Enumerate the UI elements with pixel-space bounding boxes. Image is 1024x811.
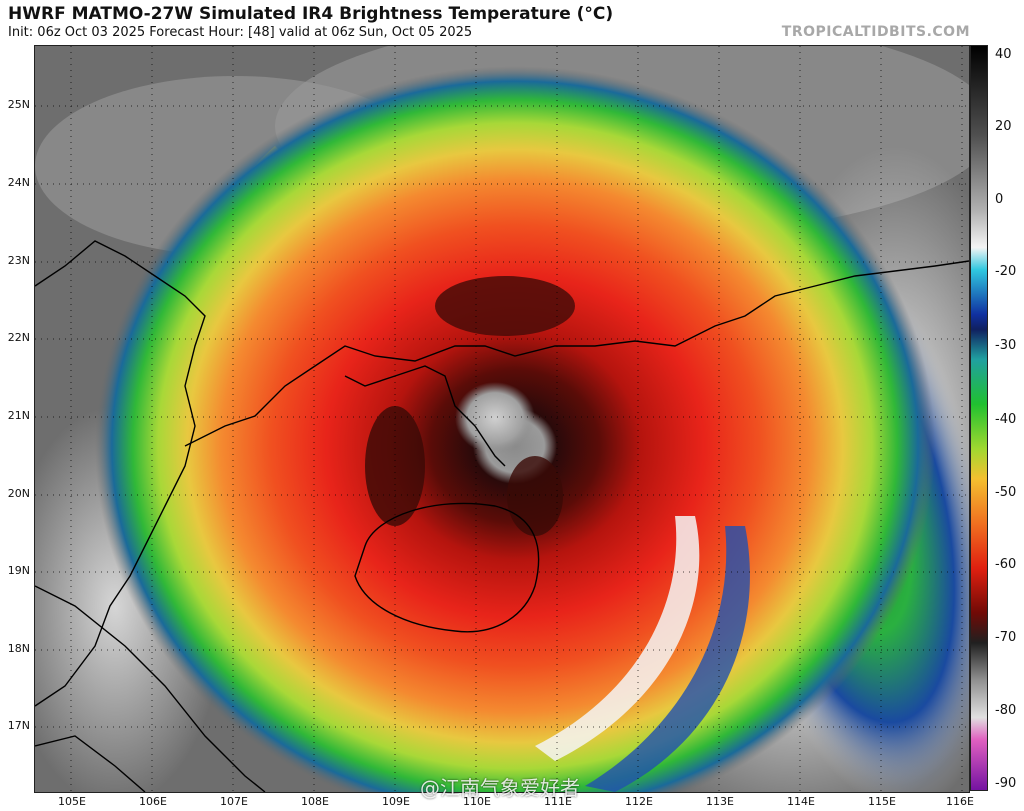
- colorbar-label: 0: [995, 192, 1004, 207]
- latitude-label: 21N: [7, 409, 30, 422]
- colorbar-label: 40: [995, 47, 1012, 62]
- weibo-watermark: @江南气象爱好者: [420, 776, 580, 800]
- cold-top-north: [435, 276, 575, 336]
- longitude-label: 111E: [544, 795, 572, 808]
- brightness-temperature-field: [35, 46, 969, 792]
- longitude-label: 116E: [946, 795, 974, 808]
- satellite-map: [34, 45, 970, 793]
- colorbar-label: -70: [995, 630, 1017, 645]
- chart-subtitle: Init: 06z Oct 03 2025 Forecast Hour: [48…: [8, 25, 473, 40]
- latitude-label: 22N: [7, 331, 30, 344]
- longitude-label: 108E: [301, 795, 329, 808]
- colorbar-label: -30: [995, 338, 1017, 353]
- southeast-outer-band: [585, 526, 750, 792]
- storm-eye: [455, 382, 535, 454]
- brand-label: TROPICALTIDBITS.COM: [781, 24, 970, 40]
- latitude-label: 19N: [7, 564, 30, 577]
- chart-title: HWRF MATMO-27W Simulated IR4 Brightness …: [8, 4, 614, 24]
- longitude-label: 113E: [706, 795, 734, 808]
- colorbar-label: -50: [995, 485, 1017, 500]
- longitude-label: 107E: [220, 795, 248, 808]
- southeast-dry-slot: [535, 516, 700, 761]
- lat-lon-grid: [35, 46, 969, 792]
- colorbar-label: -90: [995, 776, 1017, 791]
- longitude-label: 109E: [382, 795, 410, 808]
- longitude-label: 112E: [625, 795, 653, 808]
- longitude-label: 114E: [787, 795, 815, 808]
- latitude-label: 20N: [7, 487, 30, 500]
- longitude-label: 106E: [139, 795, 167, 808]
- colorbar-label: -60: [995, 557, 1017, 572]
- longitude-label: 115E: [868, 795, 896, 808]
- colorbar-label: -20: [995, 264, 1017, 279]
- colorbar-label: -40: [995, 412, 1017, 427]
- colorbar-label: -80: [995, 703, 1017, 718]
- colorbar-label: 20: [995, 119, 1012, 134]
- latitude-label: 17N: [7, 719, 30, 732]
- coastlines: [35, 240, 969, 792]
- latitude-label: 25N: [7, 98, 30, 111]
- colorbar: [970, 45, 988, 791]
- latitude-label: 23N: [7, 254, 30, 267]
- longitude-label: 110E: [463, 795, 491, 808]
- latitude-label: 24N: [7, 176, 30, 189]
- cold-top-south: [507, 456, 563, 536]
- longitude-label: 105E: [58, 795, 86, 808]
- colorbar-gradient: [971, 46, 987, 790]
- latitude-label: 18N: [7, 642, 30, 655]
